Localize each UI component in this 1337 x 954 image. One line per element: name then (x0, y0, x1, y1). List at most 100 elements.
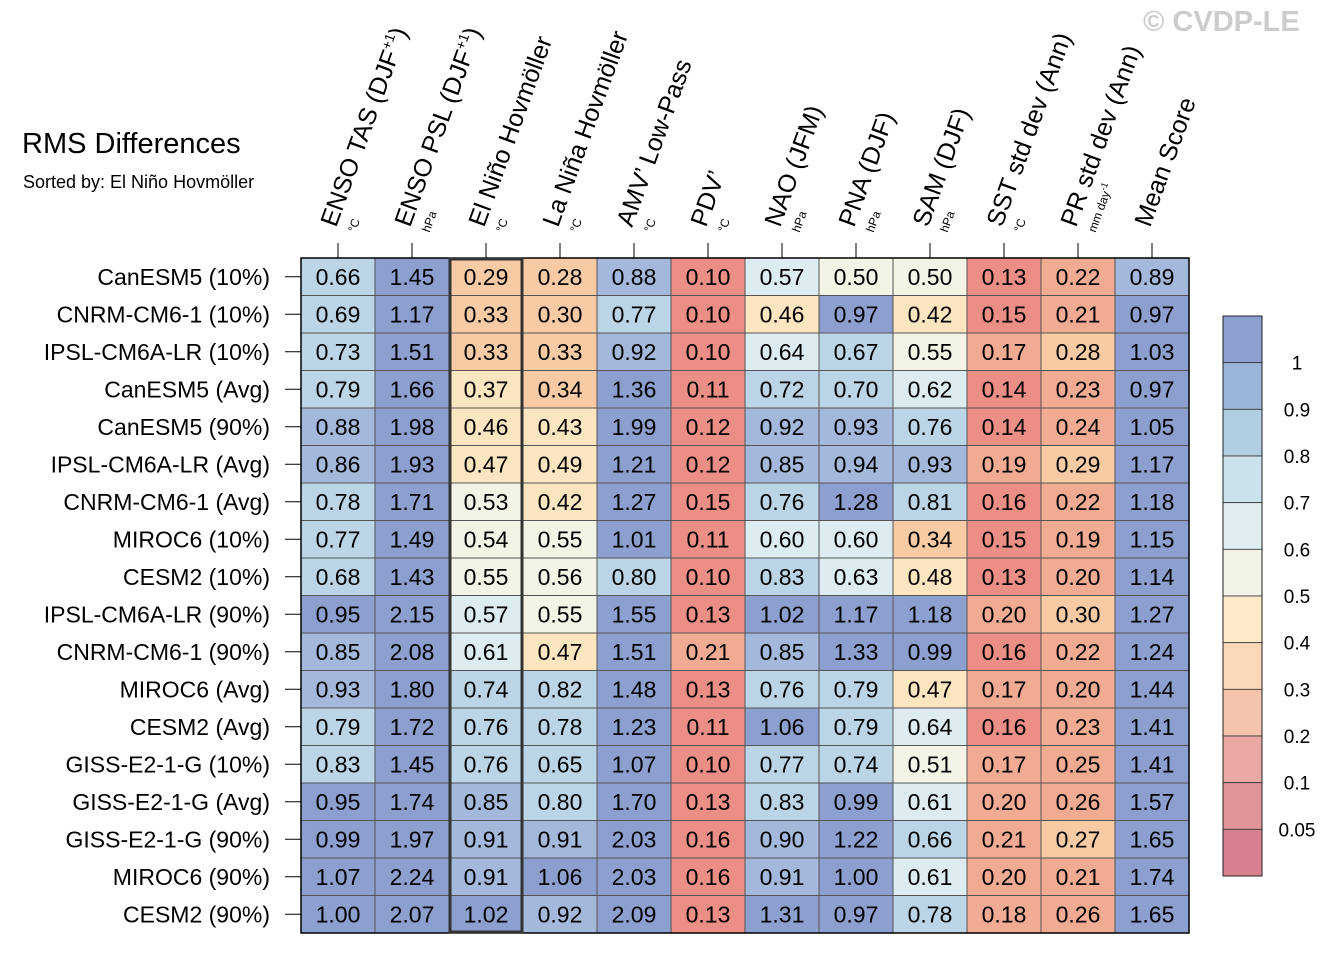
column-label-sup: +1 (378, 31, 399, 52)
cell-value: 1.49 (390, 526, 435, 552)
heatmap-cell (819, 333, 893, 371)
column-unit: °C (715, 216, 733, 234)
cell-value: 0.60 (834, 526, 879, 552)
cell-value: 1.07 (612, 751, 657, 777)
cell-value: 0.46 (760, 301, 805, 327)
heatmap-cell (523, 595, 597, 633)
heatmap-cell (523, 520, 597, 558)
heatmap-cell (301, 633, 375, 671)
heatmap-cell (745, 408, 819, 446)
heatmap-cell (597, 483, 671, 521)
heatmap-cell (375, 633, 449, 671)
cell-value: 0.54 (464, 526, 509, 552)
heatmap-cell (893, 783, 967, 821)
heatmap-cell (375, 670, 449, 708)
row-label: CNRM-CM6-1 (Avg) (63, 489, 270, 515)
heatmap-cell (745, 258, 819, 296)
cell-value: 1.07 (316, 864, 361, 890)
colorbar: 0.05 0.1 0.2 0.3 0.4 0.5 0.6 0.7 0.8 0.9 1 (1222, 315, 1315, 877)
heatmap-cell (671, 445, 745, 483)
cell-value: 0.10 (686, 264, 731, 290)
cell-value: 0.11 (686, 376, 729, 402)
cell-value: 0.91 (538, 826, 583, 852)
heatmap-cell (449, 370, 523, 408)
heatmap-cell (375, 595, 449, 633)
cell-value: 1.21 (612, 451, 657, 477)
column-unit: °C (567, 216, 585, 234)
heatmap-cell (819, 408, 893, 446)
cell-value: 0.64 (760, 339, 805, 365)
cell-value: 0.12 (686, 451, 731, 477)
heatmap-cell (597, 520, 671, 558)
cell-value: 0.78 (908, 901, 953, 927)
row-label: CanESM5 (Avg) (104, 376, 270, 402)
heatmap-cell (597, 258, 671, 296)
cell-value: 0.14 (982, 414, 1027, 440)
cell-value: 0.20 (982, 789, 1027, 815)
cell-value: 0.97 (1130, 301, 1175, 327)
cell-value: 1.48 (612, 676, 657, 702)
heatmap-cell (893, 708, 967, 746)
cell-value: 1.65 (1130, 901, 1175, 927)
column-unit-text: °C (345, 216, 363, 234)
heatmap-cell (819, 745, 893, 783)
heatmap-cell (597, 633, 671, 671)
colorbar-segment (1222, 828, 1263, 877)
row-label: CanESM5 (90%) (97, 414, 270, 440)
colorbar-segment (1222, 595, 1263, 644)
heatmap-cell (1041, 483, 1115, 521)
cell-value: 1.27 (1130, 601, 1175, 627)
cell-value: 1.65 (1130, 826, 1175, 852)
heatmap-cell (967, 708, 1041, 746)
heatmap-cell (375, 333, 449, 371)
column-unit: °C (1011, 216, 1029, 234)
colorbar-label: 0.3 (1284, 680, 1310, 701)
heatmap-cell (967, 820, 1041, 858)
row-labels: CanESM5 (10%) CNRM-CM6-1 (10%) IPSL-CM6A-L… (44, 264, 301, 927)
heatmap-cell (819, 445, 893, 483)
heatmap-cell (967, 520, 1041, 558)
heatmap-cell (1041, 408, 1115, 446)
heatmap-cell (819, 295, 893, 333)
cell-value: 0.70 (834, 376, 879, 402)
cell-value: 1.97 (390, 826, 435, 852)
heatmap-cell (671, 295, 745, 333)
heatmap-cell (893, 483, 967, 521)
heatmap-cell (819, 558, 893, 596)
colorbar-label: 0.9 (1284, 400, 1310, 421)
heatmap-cell (1115, 558, 1189, 596)
heatmap-cell (1115, 633, 1189, 671)
cell-value: 0.47 (538, 639, 583, 665)
cell-value: 1.51 (612, 639, 657, 665)
row-label: CNRM-CM6-1 (90%) (57, 639, 270, 665)
heatmap-cell (745, 295, 819, 333)
cell-value: 0.25 (1056, 751, 1101, 777)
cell-value: 0.16 (982, 639, 1027, 665)
heatmap-cell (449, 558, 523, 596)
column-label-group: PNA (DJF)hPa (833, 108, 900, 234)
heatmap-cell (745, 783, 819, 821)
heatmap-cell (1041, 708, 1115, 746)
column-unit: hPa (419, 209, 440, 234)
cell-value: 0.16 (982, 714, 1027, 740)
cell-value: 0.34 (908, 526, 953, 552)
cell-value: 0.11 (686, 526, 729, 552)
heatmap-cell (967, 595, 1041, 633)
cell-value: 1.31 (760, 901, 805, 927)
cell-value: 0.13 (686, 676, 731, 702)
cell-value: 0.64 (908, 714, 953, 740)
heatmap-cell (745, 895, 819, 933)
heatmap-cell (893, 295, 967, 333)
heatmap-cell (301, 708, 375, 746)
column-unit-text: °C (567, 216, 585, 234)
cell-value: 0.10 (686, 564, 731, 590)
heatmap-cell (523, 483, 597, 521)
cell-value: 0.55 (464, 564, 509, 590)
cell-value: 2.07 (390, 901, 435, 927)
heatmap-cell (819, 783, 893, 821)
cell-value: 0.46 (464, 414, 509, 440)
cell-value: 0.13 (686, 789, 731, 815)
heatmap-cell (449, 783, 523, 821)
cell-value: 0.83 (316, 751, 361, 777)
